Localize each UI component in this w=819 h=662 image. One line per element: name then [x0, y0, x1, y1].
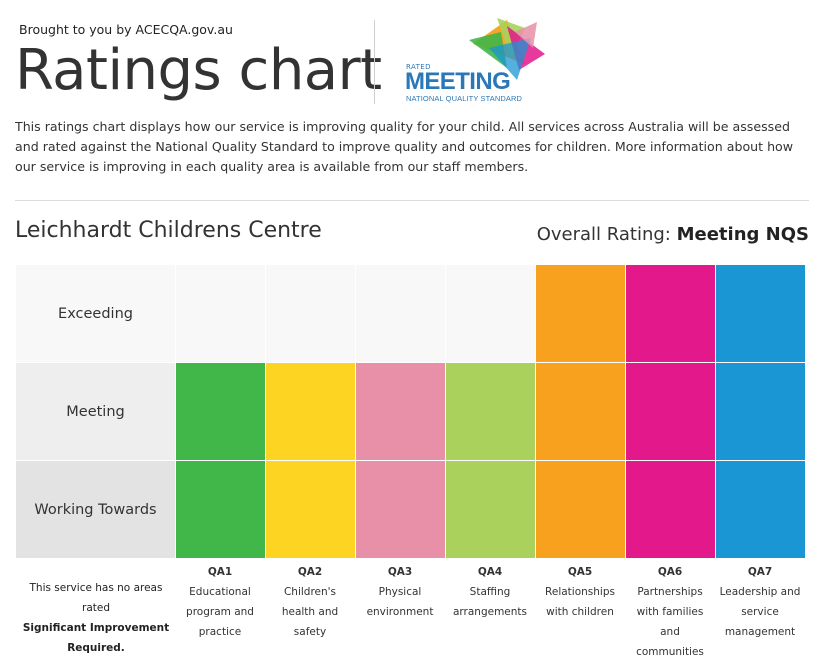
- section-divider: [15, 200, 809, 201]
- qa-name: Staffing arrangements: [452, 586, 528, 618]
- rating-bar-qa5: [536, 461, 625, 558]
- overall-rating: Overall Rating: Meeting NQS: [537, 224, 809, 245]
- row-label-working-towards: Working Towards: [16, 461, 175, 558]
- logo-nqs-text: NATIONAL QUALITY STANDARD: [406, 94, 522, 103]
- logo-meeting-text: MEETING: [405, 68, 511, 95]
- qa-label-qa4: QA4 Staffing arrangements: [446, 562, 534, 622]
- qa-name: Educational program and practice: [186, 586, 254, 638]
- qa-label-qa2: QA2 Children's health and safety: [266, 562, 354, 642]
- qa-code: QA2: [297, 566, 323, 578]
- note-line-3: Required.: [67, 642, 125, 654]
- note-line-2: Significant Improvement: [22, 622, 170, 634]
- rating-bar-qa7: [716, 363, 805, 460]
- qa-label-qa1: QA1 Educational program and practice: [176, 562, 264, 642]
- qa-code: QA6: [657, 566, 683, 578]
- brought-by-text: Brought to you by ACECQA.gov.au: [19, 22, 233, 37]
- note-line-1: This service has no areas rated: [29, 582, 163, 614]
- nqs-logo-graphic: [469, 18, 545, 80]
- empty-cell: [176, 265, 265, 362]
- row-label-meeting: Meeting: [16, 363, 175, 460]
- page-title: Ratings chart: [15, 38, 382, 103]
- no-sir-note: This service has no areas rated Signific…: [16, 578, 176, 658]
- rating-bar-qa4: [446, 461, 535, 558]
- qa-name: Leadership and service management: [719, 586, 801, 638]
- qa-name: Physical environment: [366, 586, 434, 618]
- rating-bar-qa5: [536, 265, 625, 362]
- rating-bar-qa1: [176, 363, 265, 460]
- rating-bar-qa2: [266, 461, 355, 558]
- qa-code: QA5: [567, 566, 593, 578]
- rating-bar-qa4: [446, 363, 535, 460]
- qa-label-qa6: QA6 Partnerships with families and commun…: [626, 562, 714, 662]
- meeting-nqs-logo: RATED MEETING NATIONAL QUALITY STANDARD: [405, 18, 550, 106]
- qa-name: Children's health and safety: [281, 586, 339, 638]
- qa-label-qa5: QA5 Relationships with children: [536, 562, 624, 622]
- qa-code: QA7: [747, 566, 773, 578]
- rating-bar-qa7: [716, 265, 805, 362]
- qa-name: Relationships with children: [545, 586, 615, 618]
- rating-bar-qa6: [626, 363, 715, 460]
- empty-cell: [266, 265, 355, 362]
- empty-cell: [446, 265, 535, 362]
- qa-name: Partnerships with families and communiti…: [636, 586, 704, 658]
- intro-paragraph: This ratings chart displays how our serv…: [15, 119, 794, 174]
- rating-bar-qa3: [356, 363, 445, 460]
- empty-cell: [356, 265, 445, 362]
- rating-bar-qa7: [716, 461, 805, 558]
- rating-bar-qa6: [626, 265, 715, 362]
- rating-bar-qa6: [626, 461, 715, 558]
- rating-bar-qa3: [356, 461, 445, 558]
- qa-code: QA4: [477, 566, 503, 578]
- rating-bar-qa5: [536, 363, 625, 460]
- overall-rating-value: Meeting NQS: [676, 224, 809, 245]
- qa-label-qa7: QA7 Leadership and service management: [716, 562, 804, 642]
- qa-label-qa3: QA3 Physical environment: [356, 562, 444, 622]
- qa-code: QA1: [207, 566, 233, 578]
- overall-rating-label: Overall Rating:: [536, 224, 677, 245]
- title-divider: [374, 20, 375, 104]
- row-label-exceeding: Exceeding: [16, 265, 175, 362]
- service-name: Leichhardt Childrens Centre: [15, 218, 322, 243]
- qa-code: QA3: [387, 566, 413, 578]
- rating-bar-qa1: [176, 461, 265, 558]
- rating-bar-qa2: [266, 363, 355, 460]
- logo-rated-text: RATED: [406, 63, 431, 71]
- ratings-grid: Exceeding Meeting Working Towards: [16, 265, 806, 559]
